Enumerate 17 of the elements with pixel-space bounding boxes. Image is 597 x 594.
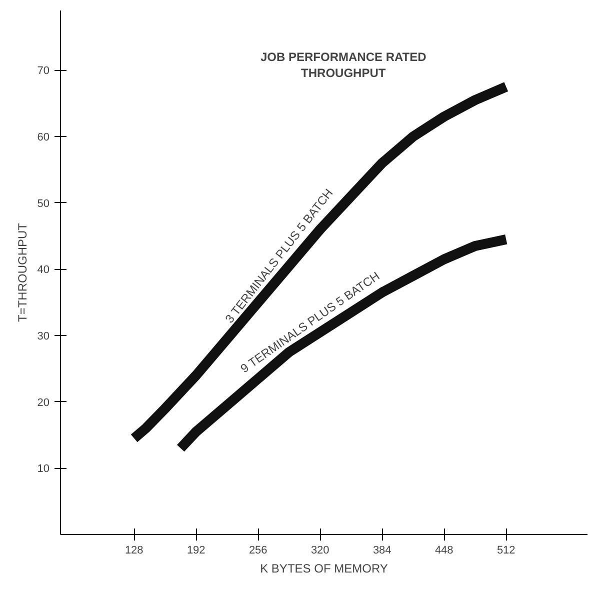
y-tick-label: 10 [37,463,50,476]
y-tick-label: 40 [37,264,50,276]
x-tick-label: 384 [372,544,392,556]
y-tick-label: 50 [37,198,50,210]
x-tick-label: 320 [310,544,330,556]
x-tick-label: 448 [434,544,454,556]
text: JOB PERFORMANCE RATED THROUGHPUT [260,50,427,80]
y-tick-label: 20 [37,396,50,409]
y-tick-label: 30 [37,330,50,343]
x-tick-label: 128 [124,544,144,556]
x-tick-label: 256 [248,544,268,556]
y-axis-title: T=THROUGHPUT [15,222,30,322]
y-tick-label: 60 [37,132,50,144]
x-tick-label: 192 [186,544,206,556]
y-tick-label: 70 [37,65,50,78]
x-axis-title: K BYTES OF MEMORY [260,562,388,576]
x-tick-label: 512 [496,544,516,556]
